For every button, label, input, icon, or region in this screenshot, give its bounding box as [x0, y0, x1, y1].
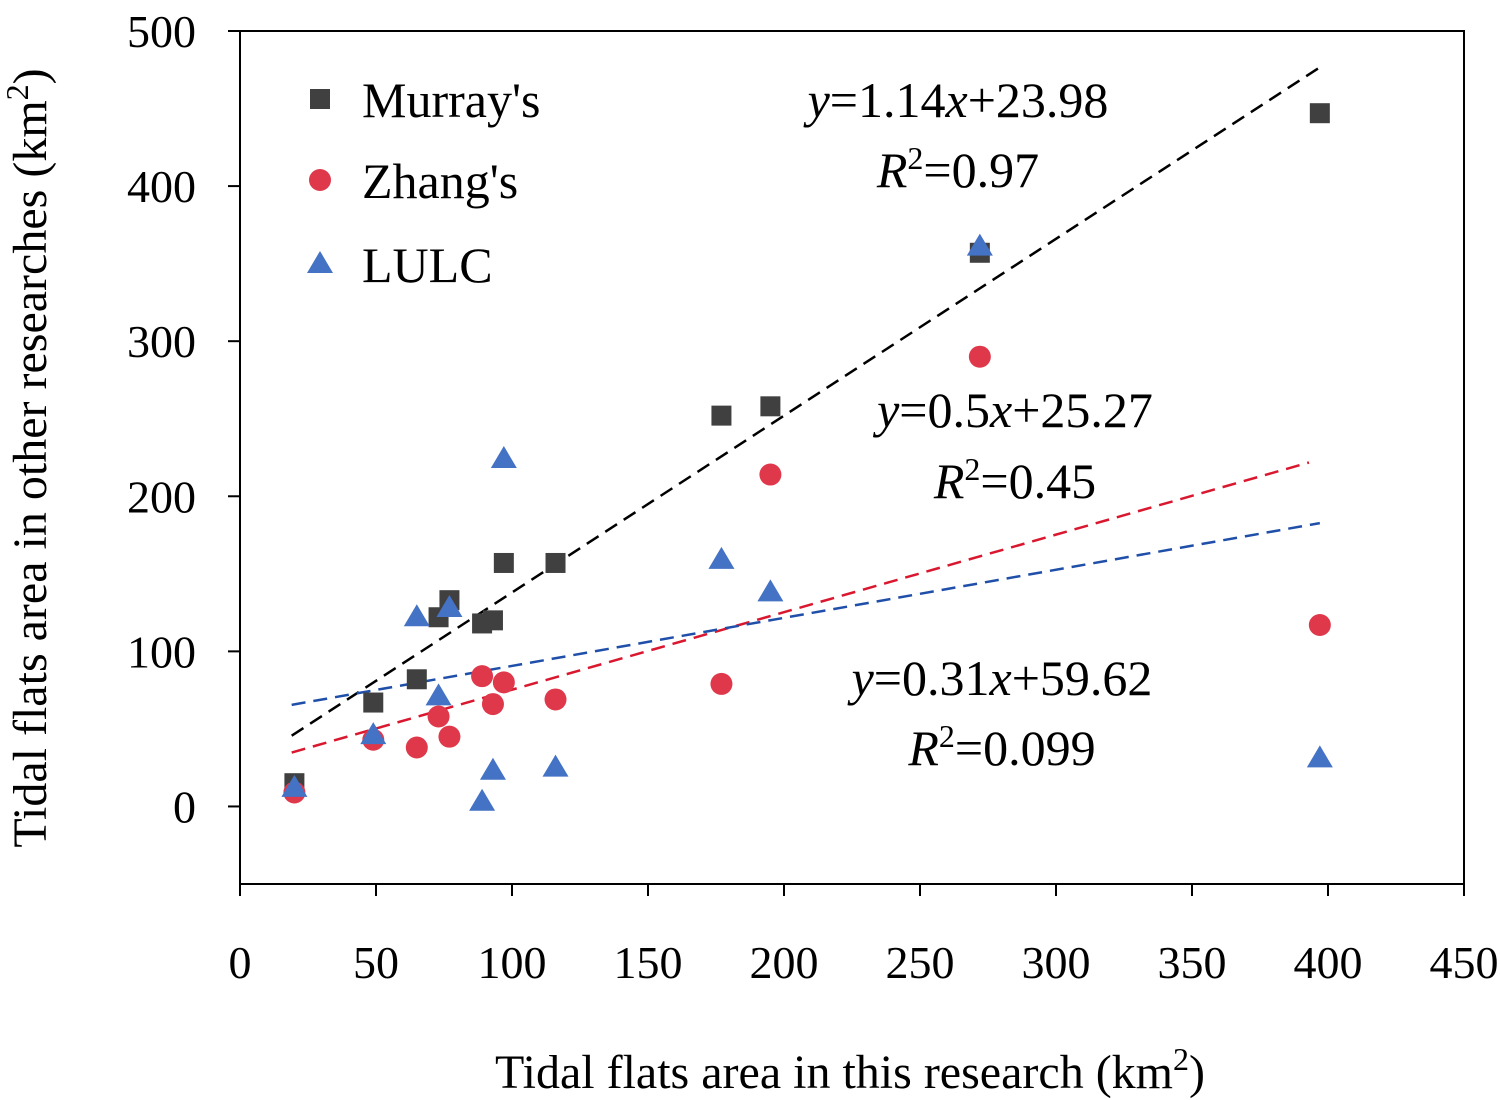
- data-point-square: [1309, 103, 1330, 124]
- data-point-square: [482, 610, 503, 631]
- data-point-triangle: [542, 754, 569, 777]
- y-tick-label: 300: [127, 316, 196, 367]
- legend-triangle-marker: [307, 251, 333, 273]
- data-point-circle: [438, 725, 461, 748]
- data-point-triangle: [281, 774, 308, 797]
- data-point-square: [760, 396, 781, 417]
- x-tick-label: 0: [229, 937, 252, 988]
- data-point-triangle: [708, 546, 735, 569]
- y-axis-ticks: 0 100 200 300 400 500: [127, 6, 240, 832]
- data-point-triangle: [490, 446, 517, 469]
- x-tick-label: 300: [1022, 937, 1091, 988]
- data-point-triangle: [757, 579, 784, 602]
- data-point-triangle: [436, 594, 463, 617]
- data-point-triangle: [966, 233, 993, 256]
- legend-square-marker: [310, 89, 330, 109]
- x-tick-label: 200: [750, 937, 819, 988]
- data-point-triangle: [1306, 745, 1333, 768]
- data-point-circle: [427, 705, 450, 728]
- data-point-triangle: [425, 683, 452, 706]
- data-point-square: [545, 552, 566, 573]
- data-markers: [281, 103, 1333, 811]
- legend: Murray's Zhang's LULC: [307, 72, 540, 293]
- x-tick-label: 100: [478, 937, 547, 988]
- legend-label: Zhang's: [362, 153, 518, 209]
- data-point-circle: [481, 693, 504, 716]
- data-point-square: [493, 552, 514, 573]
- plot-frame: [239, 30, 1465, 885]
- legend-label: Murray's: [362, 72, 540, 128]
- equation-murray: y=1.14x+23.98: [803, 72, 1109, 128]
- x-axis-title: Tidal flats area in this research (km2): [495, 1041, 1205, 1099]
- trend-line-0: [290, 66, 1321, 737]
- data-point-circle: [968, 345, 991, 368]
- x-tick-label: 50: [353, 937, 399, 988]
- y-tick-label: 500: [127, 6, 196, 57]
- data-point-square: [711, 405, 732, 426]
- x-tick-label: 250: [886, 937, 955, 988]
- data-point-circle: [405, 736, 428, 759]
- data-point-circle: [1308, 613, 1331, 636]
- r-squared-lulc: R2=0.099: [907, 718, 1095, 776]
- equation-lulc: y=0.31x+59.62: [847, 650, 1153, 706]
- y-axis-title: Tidal flats area in other researches (km…: [0, 68, 57, 847]
- data-point-square: [363, 692, 384, 713]
- x-tick-label: 450: [1430, 937, 1499, 988]
- data-point-triangle: [479, 757, 506, 780]
- data-point-circle: [710, 672, 733, 695]
- y-tick-label: 400: [127, 161, 196, 212]
- legend-item-zhang: Zhang's: [309, 153, 518, 209]
- data-point-circle: [471, 665, 494, 688]
- data-point-square: [406, 669, 427, 690]
- legend-circle-marker: [309, 169, 331, 191]
- x-tick-label: 350: [1158, 937, 1227, 988]
- y-tick-label: 0: [173, 781, 196, 832]
- trend-line-1: [291, 461, 1310, 754]
- x-tick-label: 150: [614, 937, 683, 988]
- data-point-circle: [544, 688, 567, 711]
- legend-item-lulc: LULC: [307, 237, 493, 293]
- trend-line-2: [291, 521, 1321, 707]
- data-point-circle: [492, 671, 515, 694]
- data-point-circle: [759, 463, 782, 486]
- y-tick-label: 100: [127, 626, 196, 677]
- data-point-triangle: [403, 604, 430, 627]
- x-axis-ticks: 0 50 100 150 200 250 300 350 400 450: [229, 884, 1499, 988]
- data-point-triangle: [469, 788, 496, 811]
- r-squared-murray: R2=0.97: [876, 140, 1039, 198]
- legend-label: LULC: [362, 237, 493, 293]
- data-point-triangle: [360, 722, 387, 745]
- y-tick-label: 200: [127, 471, 196, 522]
- x-tick-label: 400: [1294, 937, 1363, 988]
- regression-equations: y=1.14x+23.98 R2=0.97 y=0.5x+25.27 R2=0.…: [803, 72, 1153, 776]
- equation-zhang: y=0.5x+25.27: [872, 382, 1153, 438]
- r-squared-zhang: R2=0.45: [933, 451, 1096, 509]
- trend-lines: [290, 66, 1321, 754]
- legend-item-murray: Murray's: [310, 72, 540, 128]
